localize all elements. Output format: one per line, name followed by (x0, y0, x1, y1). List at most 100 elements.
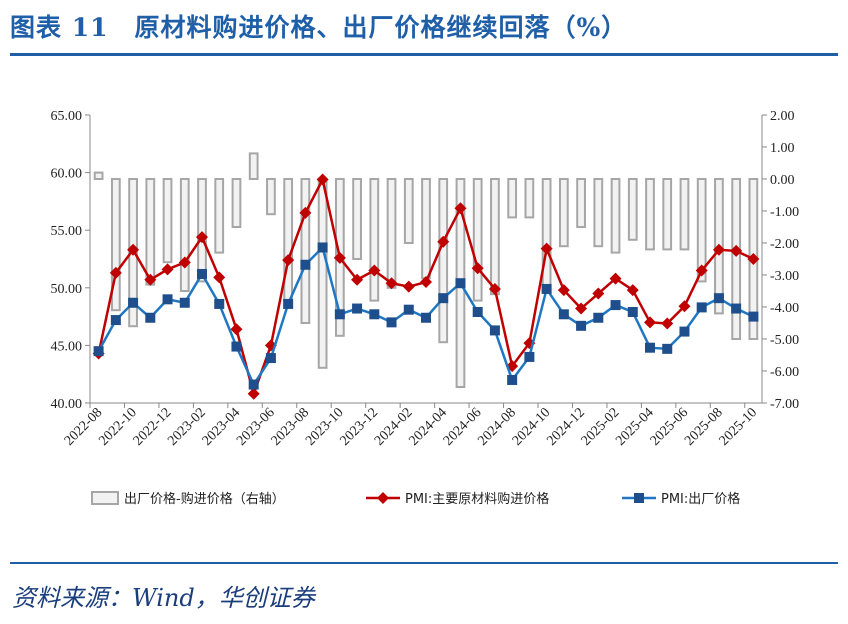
point-input-price-2023-04 (230, 323, 243, 336)
x-tick-label: 2024-04 (406, 405, 450, 449)
point-input-price-2023-09 (316, 173, 329, 186)
point-input-price-2024-02 (402, 280, 415, 293)
bar-2024-06 (472, 178, 483, 302)
point-input-price-2025-03 (626, 284, 639, 297)
x-tick-label: 2024-12 (544, 405, 588, 449)
point-output-price-2024-01 (386, 317, 397, 328)
bar-2024-11 (558, 178, 569, 248)
point-output-price-2022-09 (110, 315, 121, 326)
chart: 40.00 45.00 50.00 55.00 60.00 65.00 -7.00 -6.00… (51, 109, 800, 507)
point-input-price-2022-09 (109, 266, 122, 279)
legend-label-input-price: PMI:主要原材料购进价格 (405, 491, 549, 507)
legend-bar-swatch (91, 491, 119, 505)
point-output-price-2024-05 (455, 278, 466, 289)
x-tick-label: 2025-10 (717, 405, 761, 449)
right-tick-label: -2.00 (770, 237, 799, 252)
right-tick-label: -7.00 (770, 397, 799, 412)
point-input-price-2023-07 (282, 254, 295, 267)
point-output-price-2025-07 (696, 302, 707, 313)
x-tick-label: 2024-02 (372, 405, 416, 449)
point-input-price-2024-04 (437, 235, 450, 248)
point-input-price-2025-01 (592, 287, 605, 300)
point-input-price-2022-11 (144, 273, 157, 286)
bar-2025-07 (696, 178, 707, 283)
x-tick-label: 2023-12 (338, 405, 382, 449)
point-output-price-2025-09 (731, 303, 742, 314)
bar-2022-08 (93, 171, 104, 181)
point-output-price-2025-01 (593, 312, 604, 323)
right-tick-label: -6.00 (770, 365, 799, 380)
left-tick-label: 60.00 (51, 167, 83, 182)
bar-2023-07 (283, 178, 294, 302)
bar-2022-09 (110, 178, 121, 312)
bar-2024-02 (403, 178, 414, 244)
point-output-price-2024-02 (403, 304, 414, 315)
right-tick-label: -5.00 (770, 333, 799, 348)
point-output-price-2025-03 (627, 306, 638, 317)
point-output-price-2025-02 (610, 300, 621, 311)
point-input-price-2025-09 (730, 244, 743, 257)
point-output-price-2025-04 (645, 342, 655, 353)
x-tick-label: 2025-08 (682, 405, 726, 449)
point-output-price-2022-10 (128, 297, 139, 308)
x-tick-label: 2023-10 (303, 405, 347, 449)
bar-2025-03 (627, 178, 638, 241)
point-output-price-2025-05 (662, 343, 673, 354)
point-input-price-2023-02 (196, 231, 208, 244)
bar-2025-09 (731, 178, 742, 340)
x-tick-label: 2024-08 (475, 405, 519, 449)
x-tick-label: 2024-06 (441, 405, 485, 449)
point-input-price-2024-03 (420, 276, 432, 289)
bar-2022-11 (145, 178, 156, 286)
bar-2023-02 (197, 178, 207, 283)
bar-2024-09 (524, 178, 535, 219)
point-output-price-2024-11 (558, 309, 569, 320)
bar-2024-01 (386, 178, 397, 289)
point-input-price-2023-12 (368, 264, 381, 277)
chart-title: 图表 11 原材料购进价格、出厂价格继续回落（%） (10, 13, 628, 42)
point-output-price-2024-04 (438, 293, 449, 304)
point-input-price-2024-06 (471, 262, 484, 275)
bar-2023-06 (266, 178, 276, 216)
bar-2023-09 (317, 178, 328, 369)
point-input-price-2024-10 (540, 242, 553, 255)
point-input-price-2025-02 (609, 272, 622, 285)
point-input-price-2024-05 (454, 202, 467, 215)
x-tick-label: 2025-04 (613, 405, 657, 449)
point-input-price-2023-03 (213, 271, 226, 284)
point-output-price-2023-07 (283, 298, 294, 309)
point-output-price-2024-08 (507, 374, 518, 385)
point-input-price-2023-08 (299, 206, 312, 219)
point-input-price-2025-07 (695, 264, 708, 277)
point-output-price-2024-03 (421, 312, 431, 323)
point-input-price-2024-08 (506, 360, 519, 373)
legend-label-output-price: PMI:出厂价格 (661, 491, 740, 507)
point-output-price-2024-10 (541, 283, 552, 294)
bar-2024-10 (541, 178, 552, 292)
bar-2025-05 (662, 178, 673, 251)
point-input-price-2025-05 (661, 317, 674, 330)
right-tick-label: 0.00 (770, 173, 795, 188)
point-output-price-2023-01 (179, 297, 190, 308)
point-input-price-2025-08 (712, 243, 725, 256)
source-note: 资料来源：Wind，华创证券 (12, 584, 315, 612)
x-tick-label: 2023-04 (200, 405, 244, 449)
bar-2023-08 (300, 178, 311, 324)
bar-2024-04 (438, 178, 449, 344)
right-tick-label: -4.00 (770, 301, 799, 316)
left-tick-label: 55.00 (51, 224, 83, 239)
bar-2023-04 (231, 178, 242, 228)
right-tick-label: 2.00 (770, 109, 795, 124)
left-tick-label: 40.00 (51, 397, 83, 412)
point-output-price-2023-02 (197, 268, 207, 279)
right-tick-label: 1.00 (770, 141, 795, 156)
point-output-price-2023-05 (248, 379, 259, 390)
x-tick-label: 2024-10 (510, 405, 554, 449)
bar-2023-11 (352, 178, 362, 260)
source-divider (10, 562, 838, 564)
left-tick-label: 65.00 (51, 109, 83, 124)
bar-2024-08 (507, 178, 518, 219)
legend-square-icon (634, 493, 644, 503)
legend-label-spread: 出厂价格-购进价格（右轴） (124, 491, 285, 507)
point-input-price-2025-06 (678, 300, 691, 313)
